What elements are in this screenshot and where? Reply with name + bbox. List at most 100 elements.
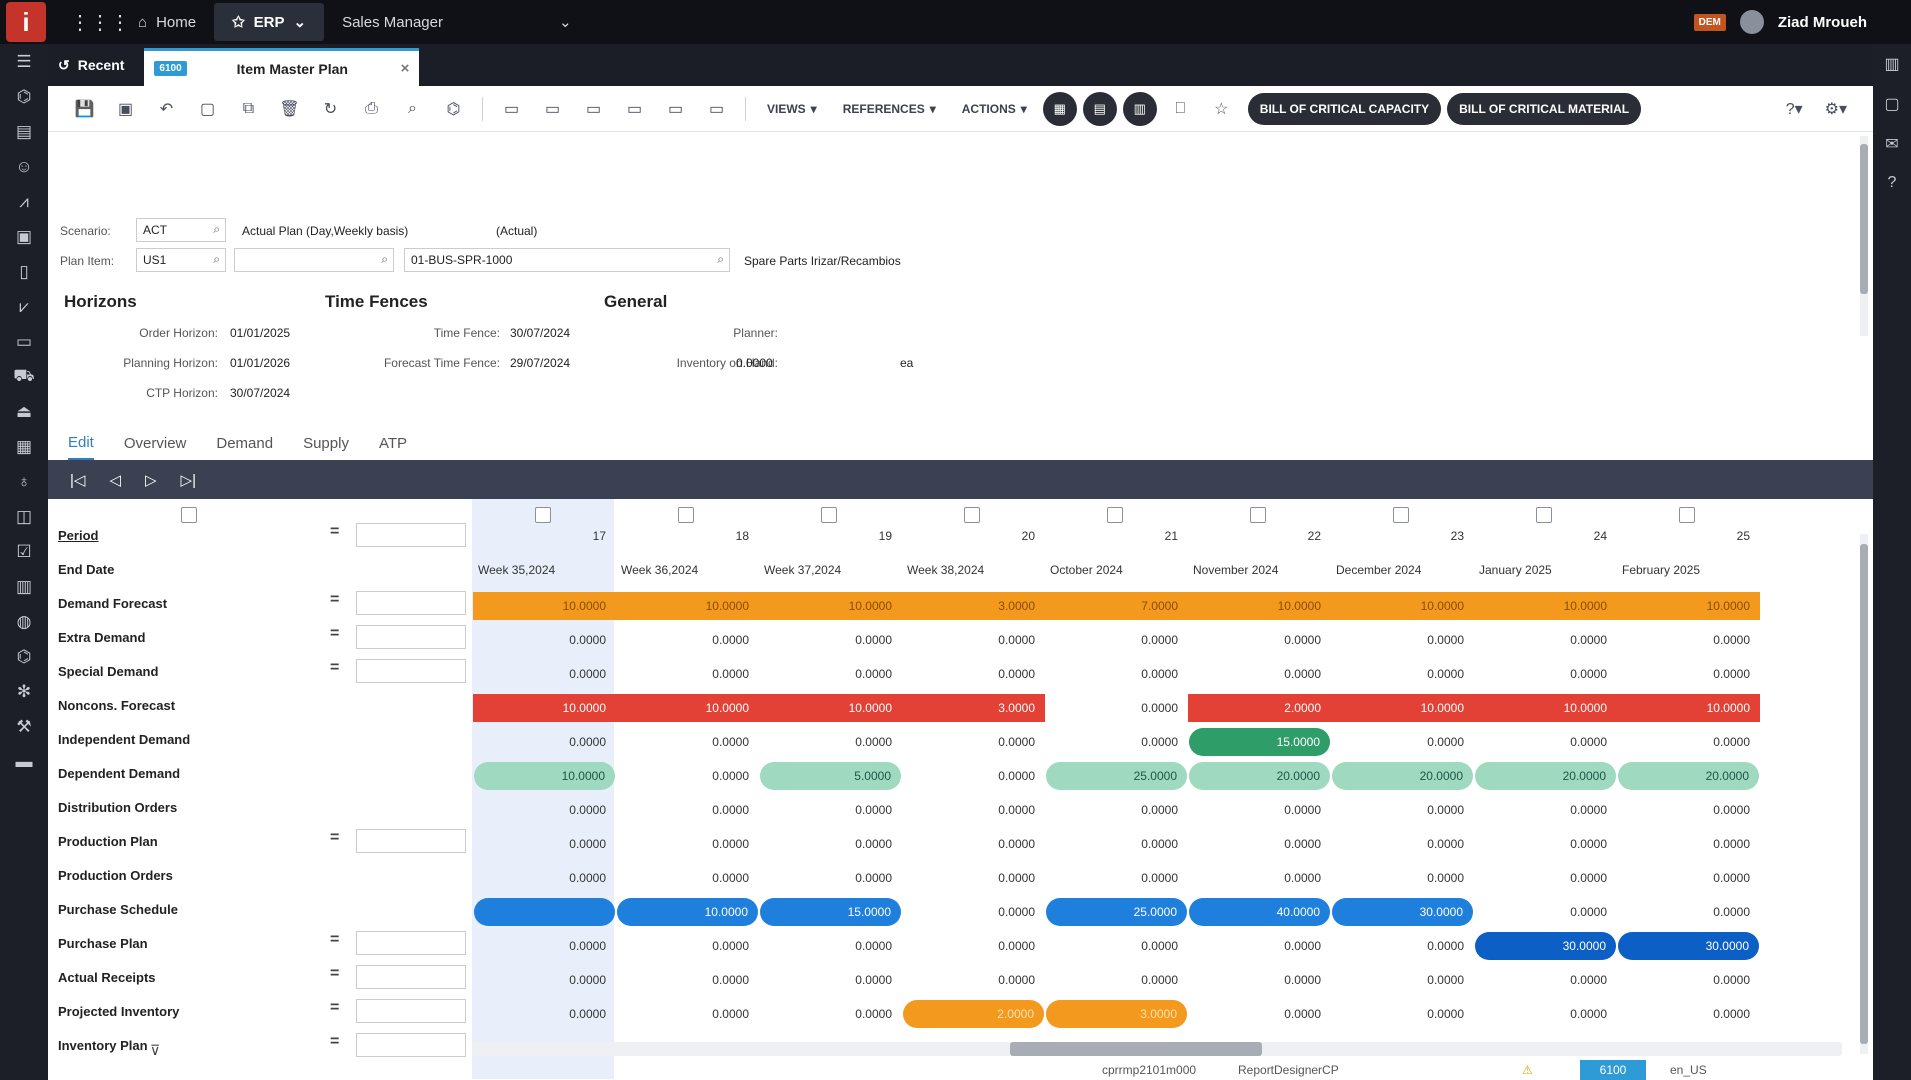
- plan-cell[interactable]: 0.0000: [1141, 939, 1178, 953]
- users-icon[interactable]: ☺: [15, 156, 33, 176]
- close-icon[interactable]: ×: [400, 60, 410, 77]
- tab-atp[interactable]: ATP: [378, 434, 408, 452]
- column-checkbox[interactable]: [1250, 507, 1266, 523]
- folder-import-icon[interactable]: ▭: [667, 100, 684, 118]
- plan-cell[interactable]: 0.0000: [855, 667, 892, 681]
- plan-cell[interactable]: 10.0000: [1331, 694, 1474, 722]
- plan-cell[interactable]: 3.0000: [902, 592, 1045, 620]
- plan-cell[interactable]: 0.0000: [1713, 667, 1750, 681]
- calendar-action-icon[interactable]: ▦: [1042, 91, 1077, 126]
- bookmark-icon[interactable]: ⎕: [1175, 99, 1186, 117]
- plan-cell[interactable]: 0.0000: [712, 871, 749, 885]
- column-checkbox[interactable]: [1536, 507, 1552, 523]
- plan-cell[interactable]: 10.0000: [1617, 694, 1760, 722]
- column-checkbox[interactable]: [1679, 507, 1695, 523]
- folder-icon[interactable]: ▭: [503, 100, 520, 118]
- plan-cell[interactable]: 0.0000: [712, 735, 749, 749]
- flask-icon[interactable]: ⏏: [15, 401, 33, 421]
- plan-cell[interactable]: 0.0000: [569, 939, 606, 953]
- plan-cell[interactable]: 0.0000: [569, 803, 606, 817]
- column-checkbox[interactable]: [678, 507, 694, 523]
- plan-cell[interactable]: 0.0000: [569, 735, 606, 749]
- plan-cell[interactable]: 20.0000: [1189, 762, 1330, 790]
- recent-button[interactable]: ↺ Recent: [48, 44, 144, 86]
- inbox-icon[interactable]: ▦: [15, 436, 33, 456]
- row-input[interactable]: [356, 829, 466, 853]
- hamburger-menu-icon[interactable]: ☰: [16, 51, 32, 71]
- plan-cell[interactable]: 0.0000: [855, 973, 892, 987]
- plan-cell[interactable]: 2.0000: [1188, 694, 1331, 722]
- plan-cell[interactable]: 5.0000: [760, 762, 901, 790]
- plan-cell[interactable]: 0.0000: [1284, 871, 1321, 885]
- plan-cell[interactable]: 0.0000: [855, 803, 892, 817]
- briefcase-icon[interactable]: ▬: [15, 751, 33, 771]
- bill-of-critical-capacity-button[interactable]: BILL OF CRITICAL CAPACITY: [1247, 92, 1442, 125]
- row-input[interactable]: [356, 931, 466, 955]
- column-checkbox[interactable]: [964, 507, 980, 523]
- plan-cell[interactable]: 0.0000: [1141, 735, 1178, 749]
- plan-cell[interactable]: 0.0000: [998, 973, 1035, 987]
- column-checkbox[interactable]: [1393, 507, 1409, 523]
- plan-cell[interactable]: 10.0000: [617, 898, 758, 926]
- tab-supply[interactable]: Supply: [303, 434, 349, 452]
- plan-cell[interactable]: 3.0000: [1046, 1000, 1187, 1028]
- plan-cell[interactable]: 0.0000: [1713, 803, 1750, 817]
- references-menu[interactable]: REFERENCES ▾: [830, 89, 949, 129]
- tab-overview[interactable]: Overview: [123, 434, 187, 452]
- money-icon[interactable]: ◫: [15, 506, 33, 526]
- infor-logo[interactable]: i: [6, 2, 46, 42]
- star-icon[interactable]: ☆: [1214, 100, 1229, 118]
- plan-cell[interactable]: 0.0000: [998, 871, 1035, 885]
- equals-icon[interactable]: =: [330, 1033, 340, 1050]
- plan-cell[interactable]: 0.0000: [1284, 973, 1321, 987]
- column-checkbox[interactable]: [821, 507, 837, 523]
- plan-cell[interactable]: 30.0000: [1475, 932, 1616, 960]
- lookup-icon[interactable]: ⌕: [213, 252, 220, 266]
- actions-menu[interactable]: ACTIONS ▾: [949, 89, 1040, 129]
- plan-cell[interactable]: 0.0000: [569, 837, 606, 851]
- plan-cell[interactable]: 0.0000: [1570, 667, 1607, 681]
- undo-icon[interactable]: ↶: [159, 100, 174, 118]
- plan-cell[interactable]: 0.0000: [569, 633, 606, 647]
- panel-layout-icon[interactable]: ▥: [1884, 56, 1900, 73]
- plan-cell[interactable]: 10.0000: [759, 592, 902, 620]
- plan-cell[interactable]: 0.0000: [998, 803, 1035, 817]
- delete-icon[interactable]: 🗑: [279, 100, 300, 118]
- plan-cell[interactable]: 0.0000: [1284, 837, 1321, 851]
- plan-cell[interactable]: 0.0000: [569, 1007, 606, 1021]
- tools-icon[interactable]: ⚒: [16, 716, 32, 736]
- copy-icon[interactable]: ⧉: [242, 99, 255, 117]
- next-page-icon[interactable]: ▷: [144, 471, 157, 489]
- equals-icon[interactable]: =: [330, 965, 340, 982]
- ribbon-icon[interactable]: ♁: [17, 471, 31, 491]
- more-tabs-dropdown[interactable]: ⌄: [541, 3, 590, 41]
- plan-cell[interactable]: 0.0000: [1284, 939, 1321, 953]
- plan-cell[interactable]: 10.0000: [474, 762, 615, 790]
- plan-cell[interactable]: 0.0000: [1427, 939, 1464, 953]
- plan-cell[interactable]: 0.0000: [1427, 633, 1464, 647]
- plan-cell[interactable]: 10.0000: [616, 592, 759, 620]
- plan-cell[interactable]: 20.0000: [1332, 762, 1473, 790]
- select-all-checkbox[interactable]: [181, 507, 197, 523]
- tab-item-master-plan[interactable]: 6100 Item Master Plan ×: [144, 48, 420, 86]
- plan-cell[interactable]: 2.0000: [903, 1000, 1044, 1028]
- plan-cell[interactable]: 10.0000: [1188, 592, 1331, 620]
- plan-cell[interactable]: 15.0000: [760, 898, 901, 926]
- settings-icon[interactable]: ✻: [16, 681, 32, 701]
- plan-cell[interactable]: 0.0000: [998, 633, 1035, 647]
- chart-icon[interactable]: ⩘: [19, 191, 29, 211]
- plan-cell[interactable]: 0.0000: [1570, 803, 1607, 817]
- plan-cell[interactable]: 20.0000: [1475, 762, 1616, 790]
- plan-item-cluster-field[interactable]: US1 ⌕: [136, 248, 226, 272]
- plan-cell[interactable]: 10.0000: [1617, 592, 1760, 620]
- form-scrollbar-thumb[interactable]: [1860, 144, 1868, 294]
- search-icon[interactable]: ⌕: [408, 99, 417, 117]
- plan-cell[interactable]: 0.0000: [1284, 803, 1321, 817]
- bill-of-critical-material-button[interactable]: BILL OF CRITICAL MATERIAL: [1447, 92, 1642, 125]
- warning-icon[interactable]: ⚠: [1522, 1063, 1533, 1077]
- form-scrollbar[interactable]: [1860, 136, 1868, 336]
- plan-cell[interactable]: 0.0000: [855, 633, 892, 647]
- plan-cell[interactable]: 0.0000: [1284, 1007, 1321, 1021]
- plan-cell[interactable]: 0.0000: [998, 735, 1035, 749]
- help-icon[interactable]: ?: [1887, 174, 1897, 191]
